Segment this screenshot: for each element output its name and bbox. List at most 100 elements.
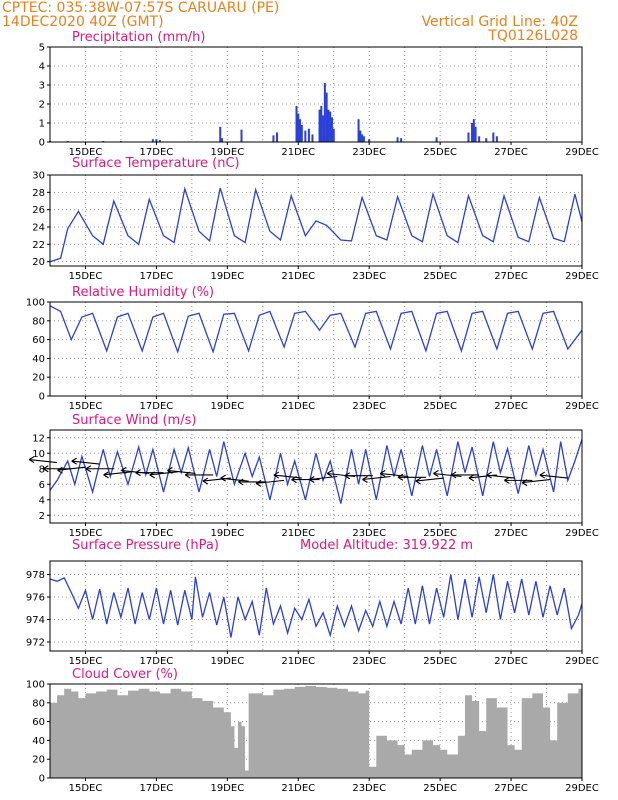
- precip-bar: [219, 126, 222, 142]
- x-tick-label: 29DEC: [565, 783, 599, 794]
- precip-bar: [297, 113, 300, 142]
- wind-vector: [167, 466, 196, 474]
- panel-title: Precipitation (mm/h): [72, 30, 205, 45]
- precip-bar: [320, 105, 323, 142]
- precip-bar: [295, 105, 298, 142]
- precip-bar: [359, 130, 362, 142]
- x-tick-label: 27DEC: [494, 783, 528, 794]
- y-tick-label: 28: [32, 188, 45, 199]
- y-tick-label: 26: [32, 205, 45, 216]
- panel-rh: Relative Humidity (%) 0 20 40 60 80 100 15DEC 17…: [26, 285, 599, 412]
- precip-bar: [492, 132, 495, 142]
- wind-vector: [362, 475, 391, 483]
- y-tick-label: 20: [32, 755, 45, 766]
- x-tick-label: 19DEC: [210, 783, 244, 794]
- precip-bar: [275, 132, 278, 142]
- x-tick-label: 21DEC: [281, 656, 315, 667]
- precip-bar: [151, 139, 154, 142]
- y-tick-label: 5: [39, 43, 45, 54]
- y-tick-label: 20: [32, 373, 45, 384]
- plot-frame: [49, 174, 583, 267]
- x-tick-label: 15DEC: [69, 401, 103, 412]
- y-tick-label: 60: [32, 335, 45, 346]
- wind-vector: [85, 465, 114, 473]
- x-tick-label: 25DEC: [423, 783, 457, 794]
- precip-bar: [300, 124, 303, 142]
- precip-bar: [240, 129, 243, 142]
- x-tick-label: 17DEC: [140, 656, 174, 667]
- plot-frame: [49, 683, 583, 779]
- precip-bar: [155, 139, 158, 142]
- x-tick-label: 15DEC: [69, 271, 103, 282]
- x-tick-label: 25DEC: [423, 271, 457, 282]
- wind-vector: [273, 471, 302, 479]
- y-tick-label: 60: [32, 717, 45, 728]
- wind-vector: [521, 479, 551, 487]
- panel-wind: Surface Wind (m/s) 2 4 6 8 10 12 15DEC 17DEC 19DE…: [28, 413, 599, 539]
- wind-vector: [415, 477, 444, 485]
- wind-vector: [71, 457, 100, 465]
- panel-cloud: Cloud Cover (%) 0 20 40 60 80 100 15DEC 17DEC 19D…: [26, 667, 599, 794]
- precip-bar: [325, 92, 328, 142]
- y-tick-label: 2: [39, 100, 45, 111]
- panel-press: Surface Pressure (hPa) Model Altitude: 31…: [26, 538, 599, 667]
- precip-bar: [472, 119, 475, 142]
- x-tick-label: 27DEC: [494, 401, 528, 412]
- precip-bar: [307, 128, 310, 142]
- y-tick-label: 20: [32, 257, 45, 268]
- precip-bar: [272, 135, 275, 142]
- x-tick-label: 19DEC: [210, 271, 244, 282]
- x-tick-label: 19DEC: [210, 656, 244, 667]
- precip-bar: [478, 136, 481, 142]
- model-altitude: Model Altitude: 319.922 m: [300, 538, 473, 553]
- wind-vector: [379, 470, 409, 478]
- precip-bar: [362, 136, 365, 142]
- wind-vector: [57, 466, 86, 474]
- precip-bar: [495, 136, 498, 142]
- plot-frame: [49, 560, 583, 652]
- x-tick-label: 15DEC: [69, 783, 103, 794]
- y-tick-label: 12: [32, 433, 45, 444]
- y-tick-label: 0: [39, 138, 45, 149]
- y-tick-label: 6: [39, 480, 45, 491]
- wind-vector: [539, 471, 568, 479]
- wind-line: [49, 439, 583, 504]
- header-date: 14DEC2020 40Z (GMT): [2, 14, 164, 30]
- panel-title: Surface Wind (m/s): [72, 413, 196, 428]
- x-tick-label: 29DEC: [565, 401, 599, 412]
- y-tick-label: 2: [39, 511, 45, 522]
- y-tick-label: 974: [26, 615, 45, 626]
- wind-vector: [103, 471, 132, 479]
- x-tick-label: 17DEC: [140, 271, 174, 282]
- panel-title: Surface Temperature (nC): [72, 156, 240, 171]
- x-tick-label: 27DEC: [494, 528, 528, 539]
- x-tick-label: 23DEC: [352, 401, 386, 412]
- x-tick-label: 21DEC: [281, 271, 315, 282]
- x-tick-label: 21DEC: [281, 147, 315, 158]
- x-tick-label: 29DEC: [565, 271, 599, 282]
- y-tick-label: 1: [39, 119, 45, 130]
- y-tick-label: 4: [39, 62, 45, 73]
- x-tick-label: 19DEC: [210, 401, 244, 412]
- precip-bar: [332, 128, 335, 142]
- x-tick-label: 27DEC: [494, 147, 528, 158]
- panel-precip: Precipitation (mm/h) 0 1 2 3 4 5 15DEC 17DEC 19DE…: [39, 30, 599, 158]
- wind-vector: [238, 478, 267, 486]
- precip-bar: [330, 117, 333, 142]
- plot-frame: [49, 429, 583, 524]
- precip-bar: [361, 134, 364, 142]
- precip-bar: [435, 137, 438, 142]
- precip-bar: [485, 138, 488, 142]
- x-tick-label: 23DEC: [352, 656, 386, 667]
- plot-frame: [49, 46, 583, 143]
- x-tick-label: 25DEC: [423, 656, 457, 667]
- x-tick-label: 23DEC: [352, 783, 386, 794]
- x-tick-label: 29DEC: [565, 528, 599, 539]
- y-tick-label: 3: [39, 81, 45, 92]
- x-tick-label: 25DEC: [423, 401, 457, 412]
- x-tick-label: 25DEC: [423, 528, 457, 539]
- plot-frame: [49, 301, 583, 397]
- temp-line: [49, 186, 583, 263]
- wind-vector: [291, 476, 320, 484]
